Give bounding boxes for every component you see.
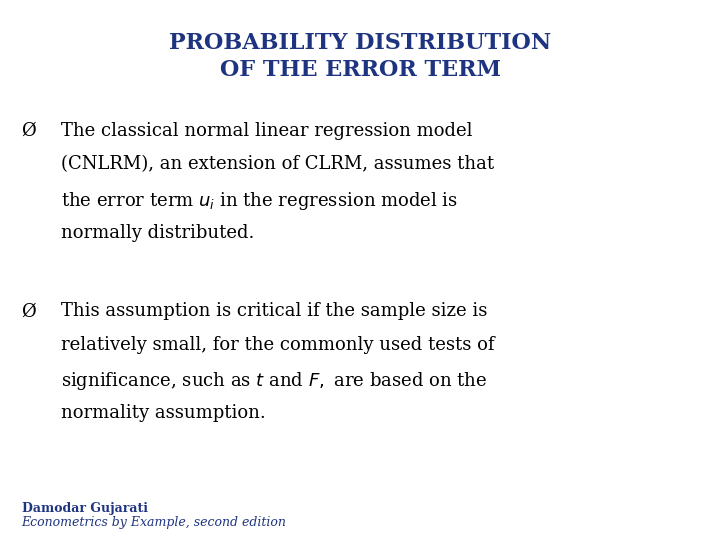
- Text: This assumption is critical if the sample size is: This assumption is critical if the sampl…: [61, 302, 487, 320]
- Text: Econometrics by Example, second edition: Econometrics by Example, second edition: [22, 516, 287, 529]
- Text: (CNLRM), an extension of CLRM, assumes that: (CNLRM), an extension of CLRM, assumes t…: [61, 156, 495, 173]
- Text: The classical normal linear regression model: The classical normal linear regression m…: [61, 122, 473, 139]
- Text: significance, such as $t$ and $F,$ are based on the: significance, such as $t$ and $F,$ are b…: [61, 370, 487, 393]
- Text: Ø: Ø: [22, 122, 36, 139]
- Text: the error term $u_i$ in the regression model is: the error term $u_i$ in the regression m…: [61, 190, 458, 212]
- Text: normality assumption.: normality assumption.: [61, 404, 266, 422]
- Text: Ø: Ø: [22, 302, 36, 320]
- Text: PROBABILITY DISTRIBUTION
OF THE ERROR TERM: PROBABILITY DISTRIBUTION OF THE ERROR TE…: [169, 32, 551, 80]
- Text: Damodar Gujarati: Damodar Gujarati: [22, 502, 148, 515]
- Text: normally distributed.: normally distributed.: [61, 224, 255, 241]
- Text: relatively small, for the commonly used tests of: relatively small, for the commonly used …: [61, 336, 495, 354]
